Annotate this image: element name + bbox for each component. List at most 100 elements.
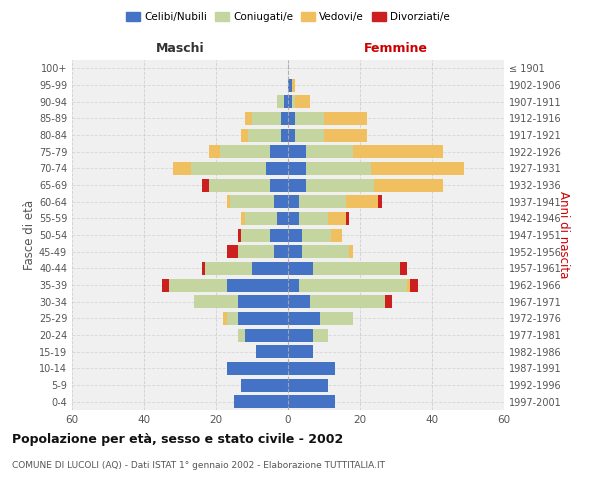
- Bar: [274, 245, 288, 258]
- Bar: [241, 378, 288, 392]
- Bar: [288, 212, 349, 225]
- Bar: [288, 345, 313, 358]
- Bar: [194, 295, 288, 308]
- Bar: [288, 245, 353, 258]
- Bar: [173, 162, 288, 175]
- Bar: [209, 145, 288, 158]
- Bar: [288, 228, 302, 241]
- Bar: [288, 228, 331, 241]
- Bar: [288, 162, 306, 175]
- Bar: [241, 228, 288, 241]
- Bar: [241, 128, 288, 141]
- Bar: [209, 178, 288, 192]
- Bar: [288, 328, 328, 342]
- Legend: Celibi/Nubili, Coniugati/e, Vedovi/e, Divorziati/e: Celibi/Nubili, Coniugati/e, Vedovi/e, Di…: [122, 8, 454, 26]
- Text: COMUNE DI LUCOLI (AQ) - Dati ISTAT 1° gennaio 2002 - Elaborazione TUTTITALIA.IT: COMUNE DI LUCOLI (AQ) - Dati ISTAT 1° ge…: [12, 460, 385, 469]
- Y-axis label: Anni di nascita: Anni di nascita: [557, 192, 570, 278]
- Bar: [245, 212, 288, 225]
- Bar: [238, 328, 288, 342]
- Bar: [288, 95, 292, 108]
- Bar: [288, 195, 378, 208]
- Bar: [288, 78, 295, 92]
- Bar: [227, 278, 288, 291]
- Bar: [288, 378, 328, 392]
- Bar: [227, 195, 288, 208]
- Bar: [234, 395, 288, 408]
- Bar: [277, 95, 288, 108]
- Bar: [288, 345, 313, 358]
- Bar: [288, 395, 335, 408]
- Bar: [288, 395, 335, 408]
- Bar: [227, 245, 288, 258]
- Bar: [288, 212, 346, 225]
- Bar: [288, 312, 353, 325]
- Bar: [288, 295, 385, 308]
- Bar: [252, 262, 288, 275]
- Bar: [169, 278, 288, 291]
- Bar: [209, 178, 288, 192]
- Bar: [234, 395, 288, 408]
- Bar: [288, 95, 310, 108]
- Bar: [241, 378, 288, 392]
- Bar: [209, 145, 288, 158]
- Bar: [234, 395, 288, 408]
- Bar: [288, 262, 313, 275]
- Bar: [288, 228, 342, 241]
- Bar: [288, 228, 342, 241]
- Bar: [288, 278, 407, 291]
- Bar: [227, 312, 288, 325]
- Text: Popolazione per età, sesso e stato civile - 2002: Popolazione per età, sesso e stato civil…: [12, 432, 343, 446]
- Bar: [245, 112, 288, 125]
- Bar: [288, 378, 328, 392]
- Bar: [288, 245, 302, 258]
- Bar: [288, 95, 310, 108]
- Bar: [288, 212, 328, 225]
- Bar: [288, 345, 313, 358]
- Bar: [288, 345, 313, 358]
- Bar: [256, 345, 288, 358]
- Text: Femmine: Femmine: [364, 42, 428, 55]
- Bar: [241, 212, 288, 225]
- Bar: [288, 162, 464, 175]
- Bar: [288, 162, 464, 175]
- Bar: [288, 178, 374, 192]
- Bar: [205, 262, 288, 275]
- Bar: [288, 78, 292, 92]
- Bar: [288, 328, 313, 342]
- Bar: [288, 162, 371, 175]
- Bar: [288, 262, 400, 275]
- Bar: [238, 228, 288, 241]
- Bar: [288, 278, 410, 291]
- Bar: [288, 195, 346, 208]
- Bar: [288, 112, 367, 125]
- Bar: [270, 145, 288, 158]
- Bar: [284, 95, 288, 108]
- Bar: [241, 212, 288, 225]
- Bar: [288, 395, 335, 408]
- Bar: [270, 178, 288, 192]
- Bar: [288, 362, 335, 375]
- Bar: [256, 345, 288, 358]
- Bar: [288, 278, 418, 291]
- Bar: [266, 162, 288, 175]
- Bar: [288, 78, 295, 92]
- Bar: [288, 145, 443, 158]
- Text: Maschi: Maschi: [155, 42, 205, 55]
- Bar: [288, 212, 299, 225]
- Bar: [173, 162, 288, 175]
- Bar: [277, 95, 288, 108]
- Bar: [223, 312, 288, 325]
- Bar: [202, 262, 288, 275]
- Bar: [288, 262, 400, 275]
- Bar: [288, 362, 335, 375]
- Bar: [288, 178, 306, 192]
- Bar: [227, 362, 288, 375]
- Y-axis label: Fasce di età: Fasce di età: [23, 200, 36, 270]
- Bar: [288, 195, 382, 208]
- Bar: [227, 195, 288, 208]
- Bar: [288, 195, 299, 208]
- Bar: [288, 78, 292, 92]
- Bar: [238, 245, 288, 258]
- Bar: [288, 395, 335, 408]
- Bar: [234, 395, 288, 408]
